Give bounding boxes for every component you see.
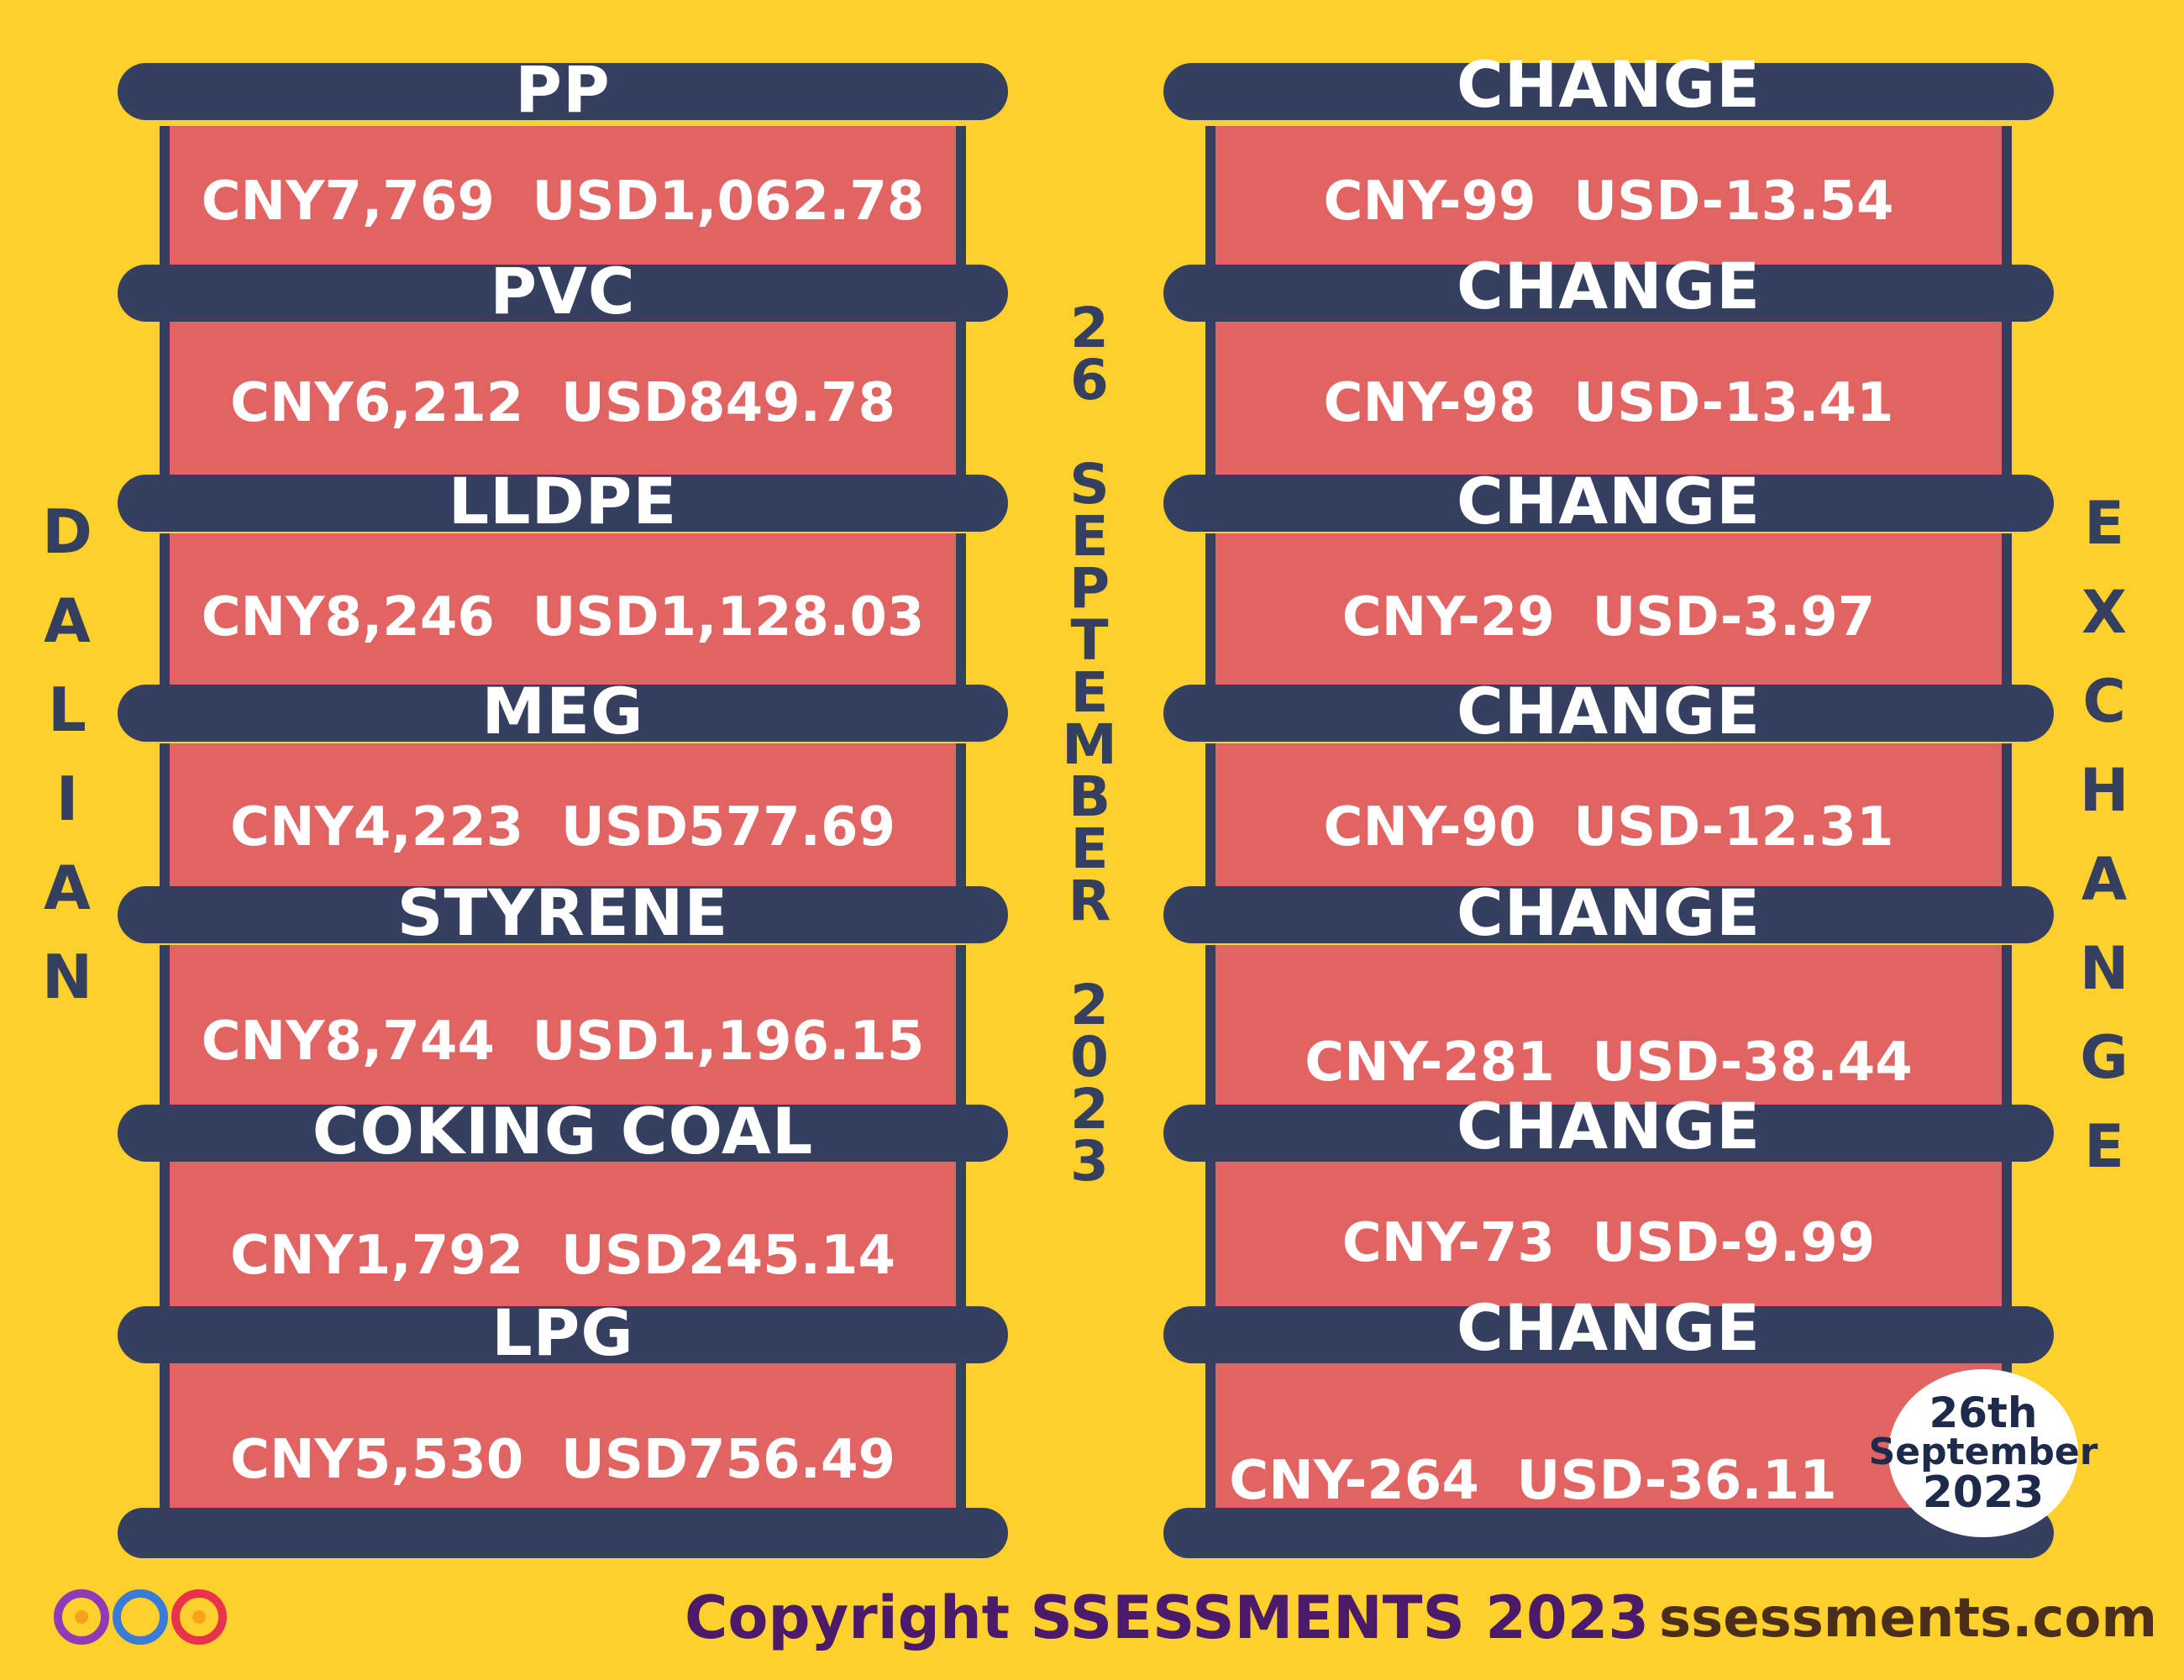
change-value: CNY-264 USD-36.11: [1229, 1449, 1837, 1512]
change-header: CHANGE: [1163, 1296, 2054, 1363]
product-name: MEG: [481, 674, 644, 748]
price-cell: CNY7,769 USD1,062.78: [160, 126, 966, 277]
change-value: CNY-281 USD-38.44: [1305, 1032, 1913, 1094]
change-label: CHANGE: [1456, 674, 1761, 748]
dalian-label: D A L I A N: [41, 496, 93, 1012]
change-value: CNY-99 USD-13.54: [1323, 171, 1894, 233]
ssessments-logo-icon: [52, 1588, 228, 1646]
change-label: CHANGE: [1456, 1089, 1761, 1163]
change-label: CHANGE: [1456, 1290, 1761, 1365]
product-name: COKING COAL: [312, 1094, 814, 1168]
website-link[interactable]: ssessments.com: [1659, 1588, 2158, 1650]
change-header: CHANGE: [1163, 470, 2054, 533]
price-value: CNY5,530 USD756.49: [229, 1428, 896, 1491]
change-value: CNY-73 USD-9.99: [1341, 1212, 1876, 1274]
change-header: CHANGE: [1163, 1095, 2054, 1162]
product-header: MEG: [118, 680, 1008, 743]
bottom-bar: [118, 1508, 1008, 1558]
change-header: CHANGE: [1163, 53, 2054, 120]
change-value: CNY-29 USD-3.97: [1341, 586, 1876, 648]
product-name: STYRENE: [396, 875, 729, 950]
product-header: STYRENE: [118, 881, 1008, 945]
change-label: CHANGE: [1456, 47, 1761, 122]
price-value: CNY4,223 USD577.69: [229, 796, 896, 858]
change-label: CHANGE: [1456, 249, 1761, 323]
change-cell: CNY-99 USD-13.54: [1205, 126, 2012, 277]
date-stamp: 26th September 2023: [1869, 1369, 2097, 1537]
change-cell: CNY-29 USD-3.97: [1205, 533, 2012, 701]
stamp-month: September: [1868, 1431, 2098, 1473]
price-value: CNY7,769 USD1,062.78: [201, 171, 925, 233]
products-column: CNY7,769 USD1,062.78 CNY6,212 USD849.78 …: [118, 58, 1008, 1567]
change-label: CHANGE: [1456, 875, 1761, 950]
copyright-text: Copyright SSESSMENTS 2023: [685, 1583, 1650, 1652]
change-cell: CNY-90 USD-12.31: [1205, 743, 2012, 911]
price-value: CNY1,792 USD245.14: [229, 1225, 896, 1287]
product-name: PP: [515, 52, 611, 127]
changes-column: CNY-99 USD-13.54 CNY-98 USD-13.41 CNY-29…: [1163, 53, 2054, 1567]
change-value: CNY-90 USD-12.31: [1323, 796, 1894, 858]
product-header: LLDPE: [118, 470, 1008, 533]
exchange-label: E X C H A N G E: [2079, 489, 2129, 1181]
price-value: CNY8,744 USD1,196.15: [201, 1011, 925, 1073]
change-value: CNY-98 USD-13.41: [1323, 372, 1894, 434]
change-header: CHANGE: [1163, 255, 2054, 322]
bottom-bar: [1163, 1508, 2054, 1558]
product-name: LLDPE: [448, 464, 678, 538]
date-vertical-label: 2 6 S E P T E M B E R 2 0 2 3: [1062, 296, 1117, 1194]
price-cell: CNY6,212 USD849.78: [160, 319, 966, 487]
product-header: COKING COAL: [118, 1100, 1008, 1163]
product-header: LPG: [118, 1301, 1008, 1365]
change-header: CHANGE: [1163, 881, 2054, 945]
stamp-year: 2023: [1922, 1467, 2045, 1518]
change-cell: CNY-98 USD-13.41: [1205, 319, 2012, 487]
change-header: CHANGE: [1163, 680, 2054, 743]
price-value: CNY8,246 USD1,128.03: [201, 586, 925, 648]
price-cell: CNY8,246 USD1,128.03: [160, 533, 966, 701]
change-label: CHANGE: [1456, 464, 1761, 538]
product-name: PVC: [490, 254, 636, 328]
product-header: PP: [118, 58, 1008, 122]
product-name: LPG: [491, 1295, 634, 1370]
price-cell: CNY4,223 USD577.69: [160, 743, 966, 911]
stamp-day: 26th: [1929, 1389, 2038, 1437]
price-value: CNY6,212 USD849.78: [229, 372, 896, 434]
product-header: PVC: [118, 260, 1008, 323]
